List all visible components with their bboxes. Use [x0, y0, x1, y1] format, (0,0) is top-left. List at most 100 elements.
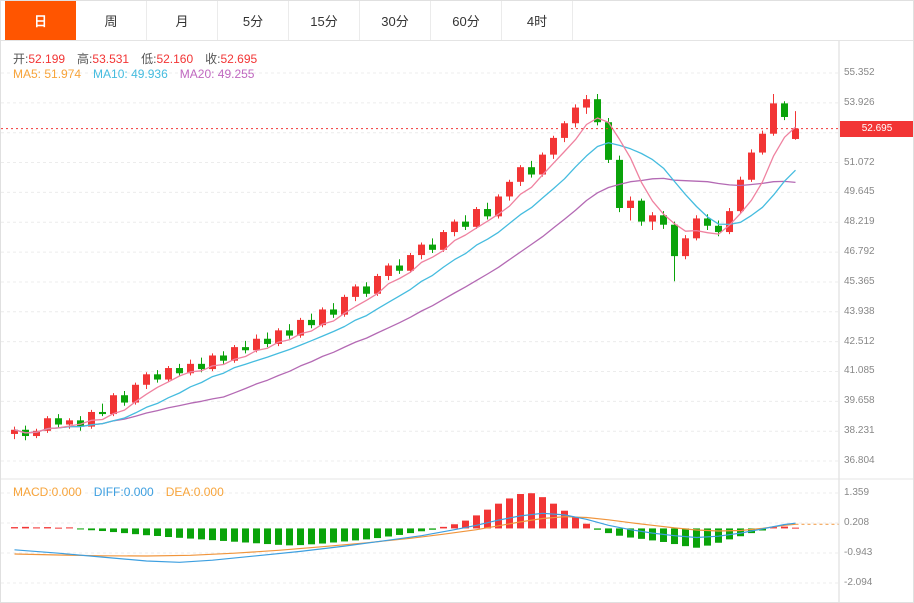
tab-day[interactable]: 日	[5, 1, 76, 40]
tab-30min[interactable]: 30分	[360, 1, 431, 40]
last-price-badge: 52.695	[840, 120, 913, 137]
tab-60min[interactable]: 60分	[431, 1, 502, 40]
candle-body	[88, 411, 95, 427]
macd-axis-label: 1.359	[844, 487, 870, 498]
candle-body	[715, 225, 722, 233]
candle-body	[792, 128, 799, 139]
price-axis-label: 42.512	[844, 335, 875, 347]
ohlc-item: 开:52.199	[13, 50, 65, 67]
macd-histogram-bar	[451, 524, 458, 529]
price-axis-label: 49.645	[844, 186, 875, 198]
candle-body	[583, 99, 590, 108]
ohlc-label: 高:	[77, 52, 93, 66]
macd-histogram-bar	[462, 520, 469, 529]
price-axis-label: 51.072	[844, 156, 875, 168]
candle-body	[374, 275, 381, 294]
candle-body	[220, 355, 227, 361]
ohlc-item: 低:52.160	[141, 50, 193, 67]
macd-histogram-bar	[561, 510, 568, 529]
dea-line	[14, 516, 796, 557]
macd-histogram-bar	[11, 527, 18, 529]
tab-week[interactable]: 周	[76, 1, 147, 40]
macd-histogram-bar	[77, 528, 84, 530]
candle-body	[473, 209, 480, 227]
candle-body	[517, 167, 524, 182]
ma-legend-item: MA20: 49.255	[179, 67, 255, 81]
ohlc-value: 52.199	[28, 52, 66, 66]
macd-axis-label: -0.943	[844, 547, 873, 558]
candle-body	[275, 330, 282, 344]
macd-histogram-bar	[143, 528, 150, 536]
ma20-line	[14, 177, 796, 434]
macd-histogram-bar	[110, 528, 117, 533]
macd-histogram-bar	[550, 503, 557, 529]
macd-axis-label: 0.208	[844, 517, 870, 528]
ohlc-label: 收:	[205, 52, 221, 66]
candle-body	[11, 429, 18, 434]
tab-4hour[interactable]: 4时	[502, 1, 573, 40]
macd-histogram-bar	[352, 528, 359, 541]
macd-histogram-bar	[495, 503, 502, 529]
macd-histogram-bar	[44, 527, 51, 529]
candle-body	[572, 107, 579, 124]
macd-histogram-bar	[770, 527, 777, 529]
tab-month[interactable]: 月	[147, 1, 218, 40]
candle-body	[528, 167, 535, 175]
ohlc-value: 53.531	[92, 52, 130, 66]
macd-histogram-bar	[330, 528, 337, 543]
price-axis-label: 53.926	[844, 96, 875, 108]
macd-histogram-bar	[682, 528, 689, 547]
candle-body	[693, 218, 700, 239]
candle-body	[682, 238, 689, 257]
ohlc-info: 开:52.199 高:53.531 低:52.160 收:52.695	[13, 50, 257, 67]
ohlc-value: 52.695	[220, 52, 258, 66]
timeframe-tabbar: 日周月 5分 15分 30分 60分 4时	[1, 1, 913, 41]
candle-body	[451, 221, 458, 233]
price-axis-label: 46.792	[844, 246, 875, 258]
candle-body	[539, 154, 546, 175]
macd-histogram-bar	[66, 527, 73, 529]
macd-histogram-bar	[572, 517, 579, 529]
macd-histogram-bar	[473, 515, 480, 529]
macd-histogram-bar	[517, 494, 524, 529]
candle-body	[429, 244, 436, 250]
macd-histogram-bar	[374, 528, 381, 539]
price-axis-label: 43.938	[844, 305, 875, 317]
macd-histogram-bar	[484, 509, 491, 529]
ohlc-label: 开:	[13, 52, 29, 66]
macd-histogram-bar	[275, 528, 282, 545]
candle-body	[143, 374, 150, 385]
macd-histogram-bar	[715, 528, 722, 543]
macd-histogram-bar	[132, 528, 139, 535]
candle-body	[330, 309, 337, 315]
candle-body	[407, 255, 414, 271]
price-axis-label: 55.352	[844, 67, 875, 78]
macd-histogram-bar	[220, 528, 227, 541]
ohlc-label: 低:	[141, 52, 157, 66]
candle-body	[253, 338, 260, 351]
macd-histogram-bar	[121, 528, 128, 534]
candle-body	[770, 103, 777, 134]
candle-body	[363, 286, 370, 294]
tab-15min[interactable]: 15分	[289, 1, 360, 40]
candle-body	[121, 395, 128, 403]
candle-body	[550, 137, 557, 155]
macd-histogram-bar	[616, 528, 623, 536]
macd-legend: MACD:0.000 DIFF:0.000 DEA:0.000	[13, 485, 224, 499]
candle-body	[737, 179, 744, 212]
candle-body	[187, 363, 194, 374]
macd-histogram-bar	[440, 526, 447, 529]
macd-histogram-bar	[319, 528, 326, 544]
macd-histogram-bar	[627, 528, 634, 538]
macd-histogram-bar	[396, 528, 403, 535]
candle-body	[726, 211, 733, 233]
macd-histogram-bar	[737, 528, 744, 537]
macd-histogram-bar	[264, 528, 271, 545]
tab-5min[interactable]: 5分	[218, 1, 289, 40]
candle-body	[759, 133, 766, 153]
macd-histogram-bar	[385, 528, 392, 537]
candle-body	[638, 200, 645, 222]
candle-body	[297, 319, 304, 336]
ma5-line	[14, 117, 796, 434]
